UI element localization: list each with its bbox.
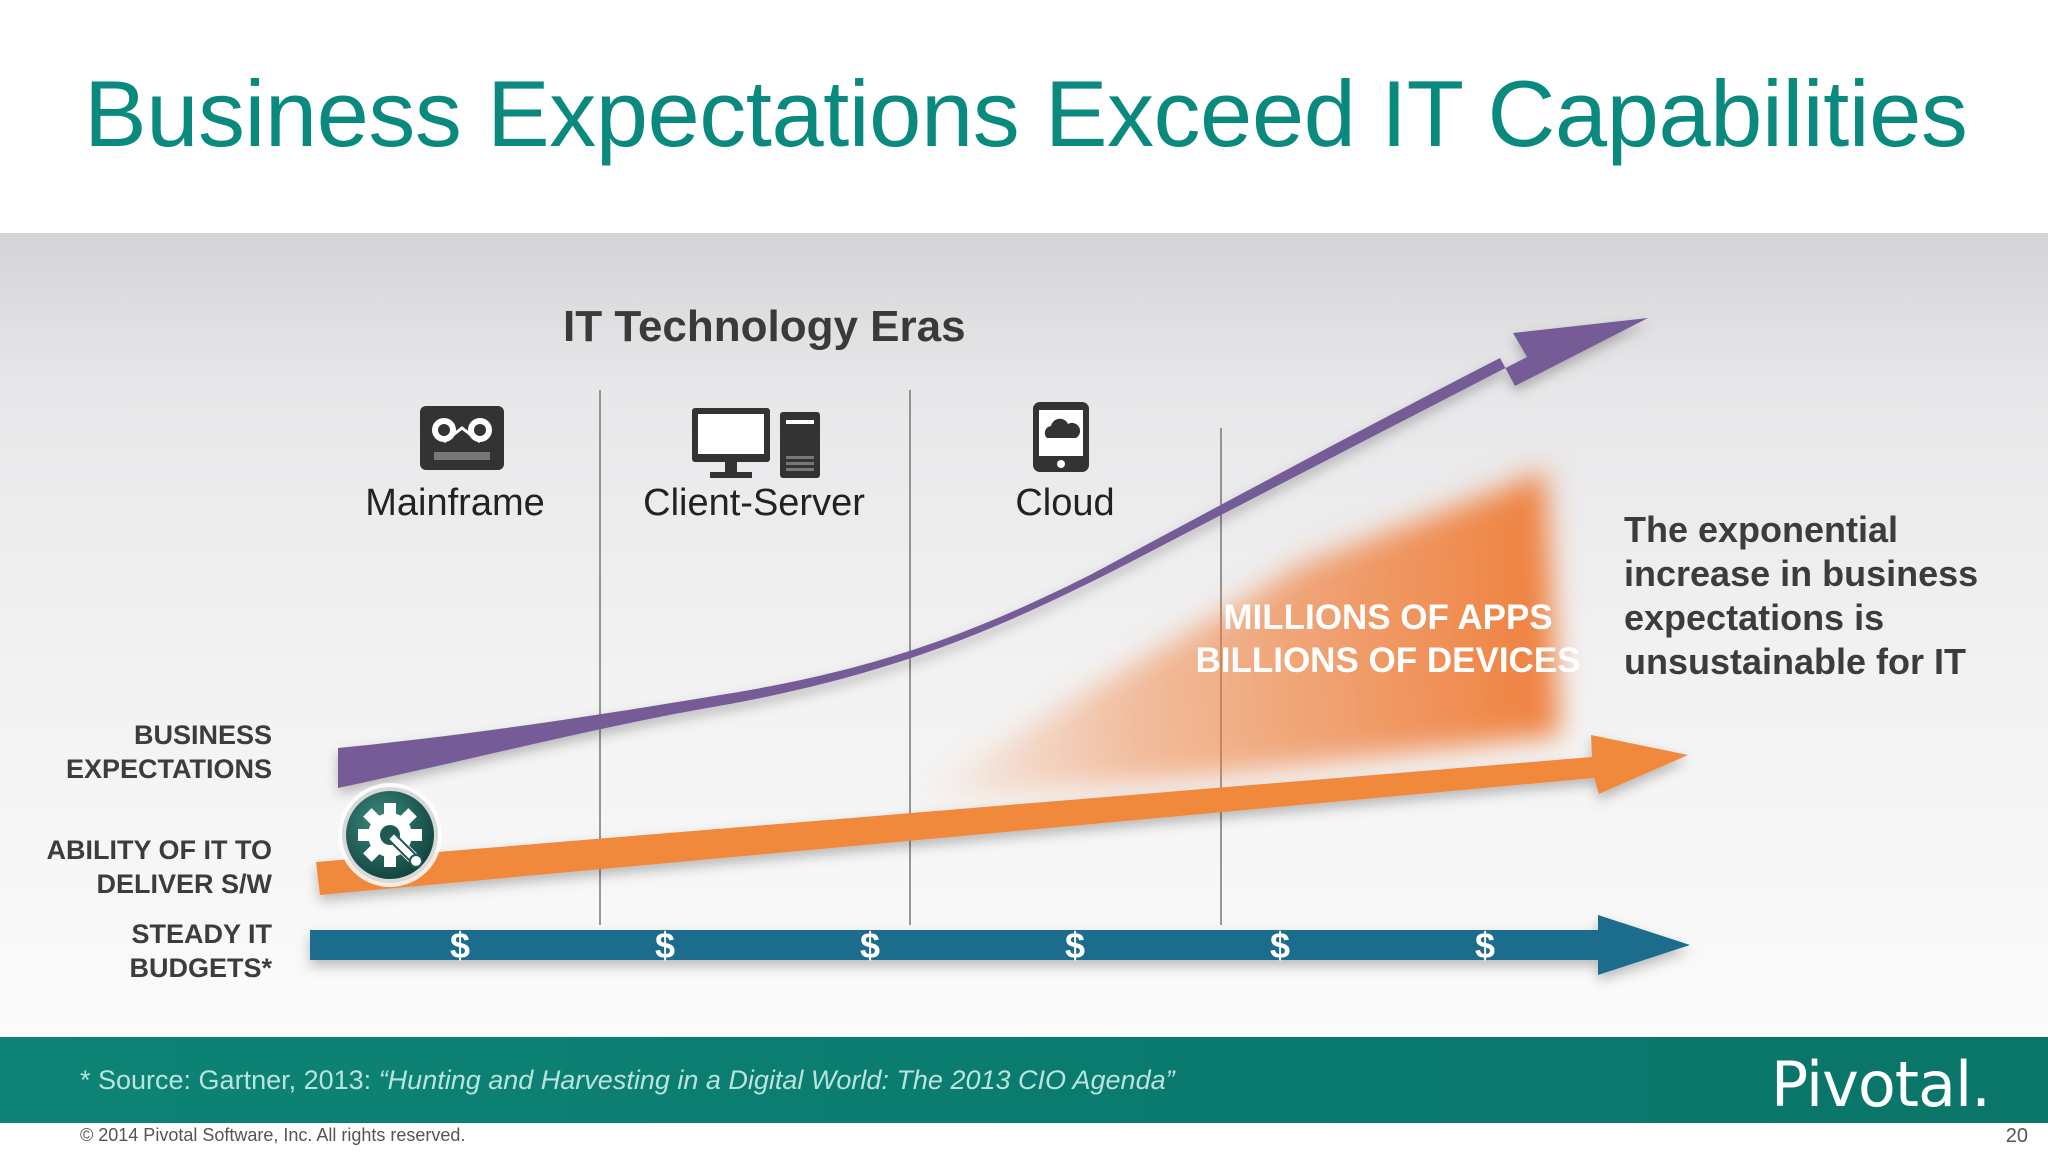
- era-label-mainframe: Mainframe: [365, 482, 545, 524]
- budget-dollar-signs: $ $ $ $ $ $: [450, 925, 1495, 966]
- tablet-cloud-icon: [1033, 402, 1089, 472]
- dollar-sign: $: [1065, 925, 1085, 966]
- dollar-sign: $: [860, 925, 880, 966]
- it-budget-arrow: [310, 915, 1690, 975]
- source-title: “Hunting and Harvesting in a Digital Wor…: [378, 1065, 1175, 1095]
- business-expectations-arrow: [338, 318, 1648, 788]
- desktop-tower-icon: [692, 408, 820, 478]
- row-label-business-expectations: BUSINESS EXPECTATIONS: [65, 720, 272, 784]
- unsustainable-note: The exponential increase in business exp…: [1624, 509, 1979, 682]
- dollar-sign: $: [450, 925, 470, 966]
- slide-title: Business Expectations Exceed IT Capabili…: [84, 61, 1968, 166]
- gear-wrench-icon: [338, 783, 442, 887]
- source-band: [0, 1037, 2048, 1123]
- source-citation: * Source: Gartner, 2013: “Hunting and Ha…: [80, 1065, 1175, 1096]
- apps-devices-callout: MILLIONS OF APPS BILLIONS OF DEVICES: [1195, 598, 1581, 680]
- era-label-client-server: Client-Server: [643, 482, 865, 524]
- mainframe-tape-icon: [420, 406, 504, 470]
- dollar-sign: $: [655, 925, 675, 966]
- source-prefix: * Source: Gartner, 2013:: [80, 1065, 379, 1095]
- pivotal-logo: Pivotal.: [1770, 1048, 1991, 1121]
- diagram-background: [0, 233, 2048, 1038]
- dollar-sign: $: [1270, 925, 1290, 966]
- page-number: 20: [2005, 1125, 2028, 1147]
- era-label-cloud: Cloud: [1015, 482, 1115, 524]
- copyright-text: © 2014 Pivotal Software, Inc. All rights…: [80, 1125, 466, 1145]
- row-label-it-ability: ABILITY OF IT TO DELIVER S/W: [46, 835, 272, 899]
- expectations-gap-area: [905, 470, 1560, 805]
- row-label-it-budgets: STEADY IT BUDGETS*: [129, 919, 272, 983]
- eras-heading: IT Technology Eras: [563, 302, 966, 351]
- dollar-sign: $: [1475, 925, 1495, 966]
- it-ability-arrow: [316, 735, 1688, 895]
